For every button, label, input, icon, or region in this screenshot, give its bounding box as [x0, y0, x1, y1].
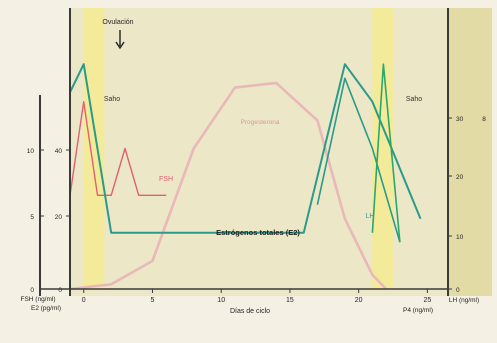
- fertile-window-band-0: [83, 8, 105, 289]
- left-outer-tick-label-2: 10: [27, 148, 35, 155]
- x-tick-label-0: 0: [82, 297, 86, 304]
- series-line-progesterone: [69, 81, 388, 291]
- right-outer-axis-label: P4 (ng/ml): [403, 307, 433, 314]
- left-outer-tick-label-1: 5: [30, 214, 34, 221]
- x-tick-label-2: 10: [217, 297, 225, 304]
- right-tick-label-0: 0: [456, 287, 460, 294]
- series-line-fsh: [69, 100, 167, 197]
- arrow-down-icon: [115, 30, 125, 50]
- left-outer-tick-label-0: 0: [30, 287, 34, 294]
- right-outer-tick-label-0: 8: [482, 116, 486, 123]
- series-label-estrogen: Estrógenos totales (E2): [216, 228, 300, 237]
- x-tick-label-5: 25: [423, 297, 431, 304]
- series-label-fsh: FSH: [159, 176, 173, 183]
- x-tick-label-1: 5: [151, 297, 155, 304]
- left-inner-tick-label-1: 20: [55, 214, 63, 221]
- series-line-estrogen: [69, 63, 422, 234]
- series-line-lh: [316, 77, 401, 243]
- left-inner-tick-label-2: 40: [55, 148, 63, 155]
- left-inner-axis-label: E2 (pg/ml): [31, 305, 61, 312]
- fertile-window-band-1: [372, 8, 394, 289]
- right-tick-label-3: 30: [456, 116, 464, 123]
- left-outer-axis-label: FSH (ng/ml): [20, 296, 55, 303]
- right-tick-label-2: 20: [456, 174, 464, 181]
- right-inner-axis-label: LH (ng/ml): [449, 297, 479, 304]
- right-panel-background: [448, 8, 492, 296]
- series-line-e2: [371, 63, 401, 243]
- series-label-progesterone: Progesterona: [240, 119, 279, 126]
- series-label-lh: LH: [366, 213, 375, 220]
- left-inner-tick-label-0: 0: [58, 287, 62, 294]
- x-axis-label: Días de ciclo: [230, 308, 270, 315]
- fertile-label-right: Saho: [406, 96, 422, 103]
- right-tick-label-1: 10: [456, 234, 464, 241]
- ovulation-annotation: Ovulación: [102, 19, 133, 26]
- x-tick-label-4: 20: [355, 297, 363, 304]
- x-tick-label-3: 15: [286, 297, 294, 304]
- fertile-label-left: Saho: [104, 96, 120, 103]
